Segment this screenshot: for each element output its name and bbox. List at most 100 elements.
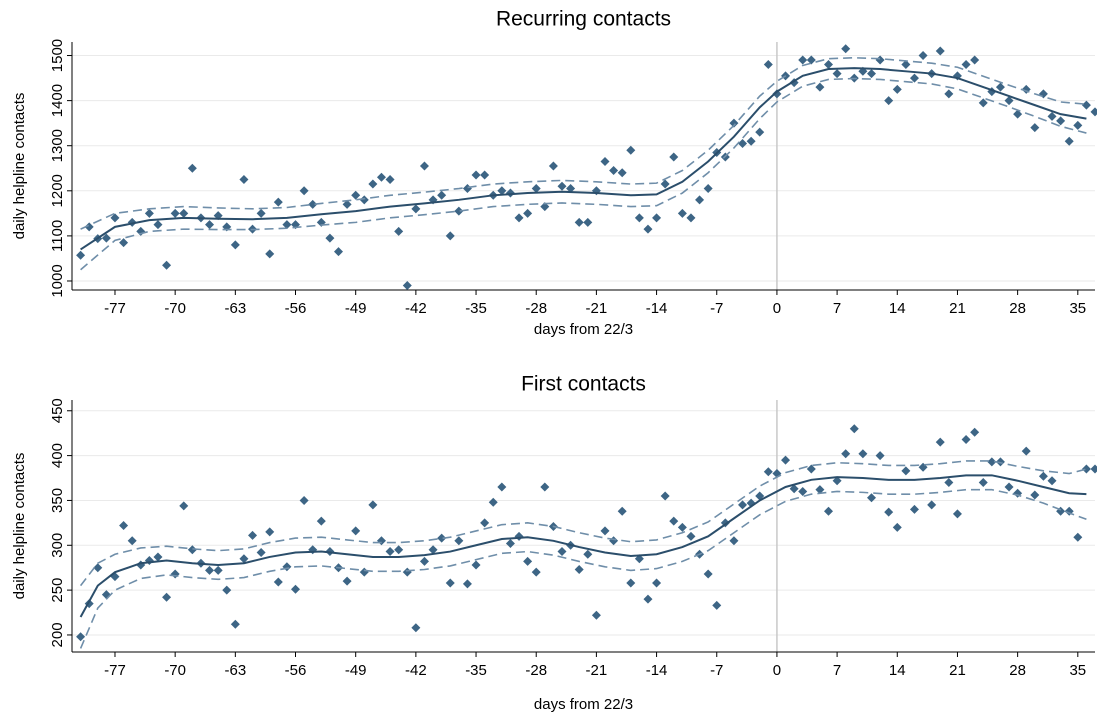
data-point <box>626 578 636 588</box>
data-point <box>1030 123 1040 133</box>
data-point <box>677 208 687 218</box>
data-point <box>875 55 885 65</box>
data-point <box>153 220 163 230</box>
data-point <box>557 181 567 191</box>
x-axis-label: days from 22/3 <box>534 321 633 338</box>
y-tick-label: 300 <box>49 533 66 558</box>
x-tick-label: -28 <box>525 662 547 679</box>
x-tick-label: -70 <box>164 662 186 679</box>
data-point <box>402 280 412 290</box>
x-tick-label: -63 <box>224 300 246 317</box>
data-point <box>368 179 378 189</box>
x-tick-label: -21 <box>586 662 608 679</box>
data-point <box>798 55 808 65</box>
data-point <box>987 457 997 467</box>
data-point <box>832 69 842 79</box>
data-point <box>101 590 111 600</box>
data-point <box>1030 490 1040 500</box>
data-point <box>523 556 533 566</box>
y-tick-label: 450 <box>49 398 66 423</box>
x-tick-label: -28 <box>525 300 547 317</box>
data-point <box>1056 116 1066 126</box>
data-point <box>557 547 567 557</box>
x-tick-label: -42 <box>405 300 427 317</box>
data-point <box>153 552 163 562</box>
data-point <box>514 213 524 223</box>
data-point <box>488 497 498 507</box>
x-tick-label: -7 <box>710 300 723 317</box>
data-point <box>385 175 395 185</box>
data-point <box>205 220 215 230</box>
data-point <box>299 186 309 196</box>
data-point <box>256 547 266 557</box>
data-point <box>927 500 937 510</box>
data-point <box>978 478 988 488</box>
x-tick-label: 14 <box>889 300 906 317</box>
data-point <box>179 501 189 511</box>
data-point <box>144 208 154 218</box>
data-point <box>316 516 326 526</box>
x-tick-label: -49 <box>345 662 367 679</box>
data-point <box>480 170 490 180</box>
x-tick-label: -63 <box>224 662 246 679</box>
data-point <box>428 545 438 555</box>
data-point <box>273 577 283 587</box>
data-point <box>359 567 369 577</box>
data-point <box>213 565 223 575</box>
data-point <box>686 213 696 223</box>
x-tick-label: -77 <box>104 300 126 317</box>
y-tick-label: 1400 <box>49 84 66 117</box>
y-axis-label: daily helpline contacts <box>11 453 28 600</box>
data-point <box>643 594 653 604</box>
data-point <box>265 249 275 259</box>
data-point <box>342 199 352 209</box>
data-point <box>609 166 619 176</box>
x-tick-label: 28 <box>1009 662 1026 679</box>
x-tick-label: -77 <box>104 662 126 679</box>
data-point <box>884 96 894 106</box>
data-point <box>703 569 713 579</box>
data-point <box>101 233 111 243</box>
data-point <box>815 82 825 92</box>
data-point <box>892 84 902 94</box>
data-point <box>961 434 971 444</box>
data-point <box>746 136 756 146</box>
data-point <box>505 538 515 548</box>
data-point <box>462 579 472 589</box>
data-point <box>591 610 601 620</box>
data-point <box>230 619 240 629</box>
data-point <box>652 213 662 223</box>
data-point <box>170 208 180 218</box>
y-tick-label: 200 <box>49 622 66 647</box>
data-point <box>248 530 258 540</box>
data-point <box>866 493 876 503</box>
data-point <box>299 495 309 505</box>
data-point <box>170 569 180 579</box>
data-point <box>935 437 945 447</box>
data-point <box>308 199 318 209</box>
data-point <box>617 506 627 516</box>
data-point <box>230 240 240 250</box>
data-point <box>935 46 945 56</box>
x-tick-label: 21 <box>949 300 966 317</box>
data-point <box>342 576 352 586</box>
data-point <box>419 161 429 171</box>
data-point <box>1090 107 1097 117</box>
data-point <box>333 247 343 257</box>
data-point <box>368 500 378 510</box>
x-tick-label: 35 <box>1069 300 1086 317</box>
data-point <box>669 516 679 526</box>
data-point <box>187 545 197 555</box>
data-point <box>892 522 902 532</box>
data-point <box>566 184 576 194</box>
data-point <box>600 526 610 536</box>
data-point <box>531 567 541 577</box>
data-point <box>376 536 386 546</box>
data-point <box>806 464 816 474</box>
data-point <box>970 55 980 65</box>
data-point <box>445 231 455 241</box>
confidence-band <box>80 77 1087 271</box>
data-point <box>376 172 386 182</box>
data-point <box>944 89 954 99</box>
